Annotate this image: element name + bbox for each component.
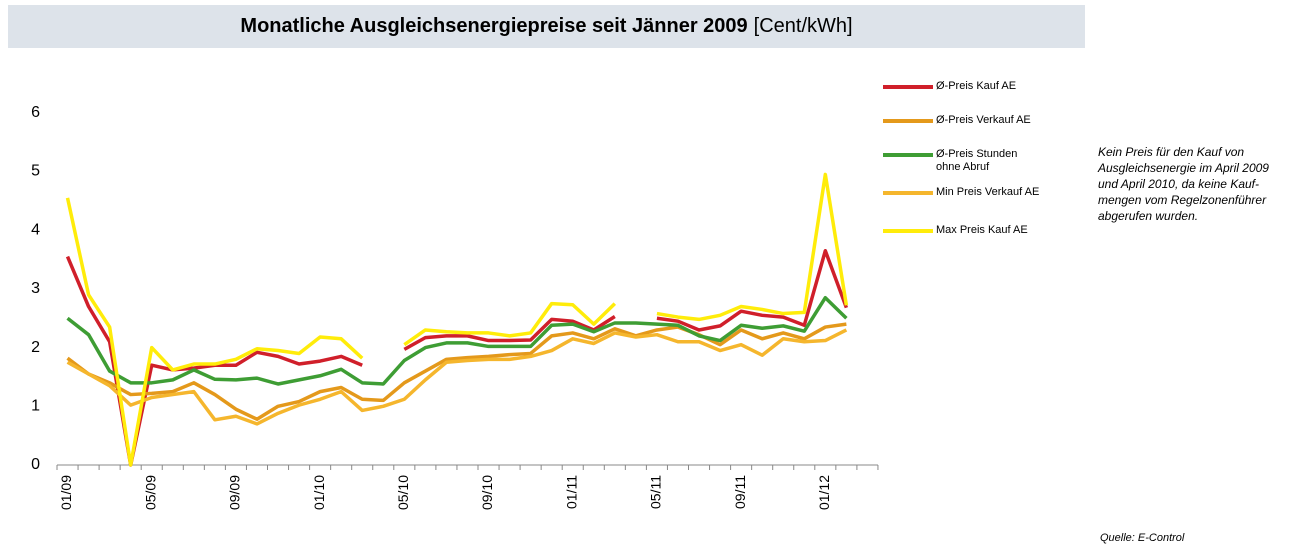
x-tick-label: 01/09 [58,475,74,510]
legend-swatch [883,191,933,195]
y-tick-label: 5 [31,163,40,180]
series-line [66,328,848,426]
legend-label: Ø-Preis Kauf AE [936,80,1017,92]
x-tick-label: 09/11 [732,475,748,509]
legend-item: Ø-Preis Stunden ohne Abruf [883,148,1031,174]
note-line: abgerufen wurden. [1098,209,1199,223]
legend-item: Ø-Preis Verkauf AE [883,114,1056,127]
legend-swatch [883,229,933,233]
note-line: Kein Preis für den Kauf von [1098,145,1245,159]
note-line: Ausgleichsenergie im April 2009 [1098,161,1269,175]
x-tick-label: 09/09 [227,475,243,510]
y-tick-label: 6 [31,104,40,121]
x-tick-label: 01/11 [563,475,579,509]
x-tick-label: 09/10 [479,475,495,510]
x-tick-label: 01/10 [311,475,327,510]
legend-item: Min Preis Verkauf AE [883,186,1056,199]
legend-item: Ø-Preis Kauf AE [883,80,1056,93]
series-line [66,322,847,421]
legend-label: Max Preis Kauf AE [936,224,1028,236]
series-line [65,172,849,467]
x-tick-label: 01/12 [816,475,832,510]
legend-label: Ø-Preis Verkauf AE [936,114,1031,126]
legend-label: Ø-Preis Stunden ohne Abruf [936,148,1018,173]
legend-swatch [883,85,933,89]
y-tick-label: 1 [31,398,40,415]
note: Kein Preis für den Kauf von Ausgleichsene… [1098,144,1269,224]
title-bar: Monatliche Ausgleichsenergiepreise seit … [8,5,1085,48]
legend-swatch [883,119,933,123]
source: Quelle: E-Control [1100,532,1185,544]
x-tick-label: 05/10 [395,475,411,510]
note-line: und April 2010, da keine Kauf- [1098,177,1259,191]
x-tick-label: 05/11 [648,475,664,509]
note-line: mengen vom Regelzonenführer [1098,193,1267,207]
y-tick-label: 2 [31,339,40,356]
chart-title: Monatliche Ausgleichsenergiepreise seit … [240,15,748,37]
legend-swatch [883,153,933,157]
x-tick-label: 05/09 [142,475,158,510]
series-line [66,295,848,386]
y-tick-label: 3 [31,280,40,297]
y-tick-label: 4 [31,221,40,238]
chart-unit: [Cent/kWh] [753,15,853,37]
y-tick-label: 0 [31,456,40,473]
legend-item: Max Preis Kauf AE [883,224,1056,237]
legend-label: Min Preis Verkauf AE [936,186,1040,198]
